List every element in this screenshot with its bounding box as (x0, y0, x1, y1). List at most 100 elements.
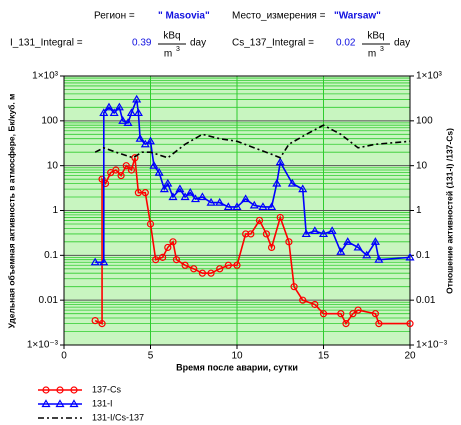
x-tick-label: 0 (61, 351, 67, 362)
plot-frame (63, 75, 411, 346)
marker (175, 184, 185, 193)
y-tick-label: 1×10³ (32, 71, 59, 82)
marker (370, 237, 380, 245)
x-tick-label: 15 (318, 351, 330, 362)
y2-tick-label: 1×10³ (416, 71, 443, 82)
unit-time: day (394, 38, 410, 49)
marker (109, 108, 119, 117)
marker (287, 178, 297, 187)
marker (275, 157, 285, 166)
marker (98, 175, 106, 183)
marker (319, 310, 328, 318)
marker (342, 320, 350, 328)
marker (216, 265, 224, 273)
y-axis-label: Удельная объемная активность в атмосфере… (6, 94, 16, 329)
marker (163, 178, 173, 187)
x-axis-label: Время после аварии, сутки (176, 362, 298, 372)
unit-exp: 3 (380, 46, 384, 53)
marker (198, 269, 206, 277)
region: " Masovia" (158, 11, 210, 22)
marker (406, 320, 414, 328)
marker (327, 226, 337, 235)
marker (154, 167, 164, 176)
marker (337, 310, 345, 318)
y-tick-label: 1×10⁻³ (27, 340, 59, 351)
marker (133, 108, 143, 117)
marker (112, 166, 120, 174)
marker (55, 399, 65, 408)
marker (375, 320, 383, 328)
y2-tick-label: 0.01 (416, 295, 436, 306)
marker (301, 229, 311, 238)
y-tick-label: 0.1 (44, 250, 58, 261)
marker (215, 197, 225, 206)
series-line (95, 99, 411, 264)
y-tick-label: 10 (47, 160, 59, 171)
marker (117, 172, 125, 180)
series-line (94, 157, 410, 326)
marker (249, 200, 259, 209)
marker (336, 247, 346, 255)
marker (233, 261, 241, 269)
marker (343, 237, 353, 245)
marker (262, 230, 271, 238)
marker (285, 238, 293, 246)
legend-label: 131-I (92, 398, 113, 408)
marker (311, 300, 319, 309)
marker (122, 162, 130, 170)
marker (91, 317, 99, 325)
marker (299, 296, 307, 304)
unit-time: day (190, 38, 206, 49)
legend-label: 131-I/Cs-137 (92, 412, 144, 422)
marker (206, 197, 216, 206)
marker (99, 108, 109, 117)
unit-num: kBq (367, 31, 384, 42)
marker (141, 189, 149, 197)
marker (135, 133, 145, 142)
marker (290, 283, 298, 291)
marker (276, 213, 284, 222)
marker (99, 257, 109, 266)
marker (272, 178, 282, 187)
marker (190, 194, 201, 203)
marker (180, 192, 190, 201)
marker (168, 192, 178, 201)
marker (101, 179, 110, 188)
marker (354, 306, 362, 314)
x-tick-label: 10 (231, 351, 243, 362)
marker (42, 386, 50, 394)
x-tick-label: 20 (404, 351, 416, 362)
marker (149, 160, 159, 169)
marker (224, 261, 232, 269)
marker (318, 229, 329, 238)
marker (90, 257, 100, 266)
marker (169, 238, 177, 246)
i131-value: 0.39 (132, 38, 152, 49)
marker (197, 192, 207, 201)
marker (247, 230, 255, 238)
marker (123, 118, 133, 126)
marker (362, 250, 372, 259)
region-label: Регион = (94, 11, 135, 22)
marker (152, 256, 160, 264)
marker (349, 310, 357, 318)
marker (298, 184, 308, 193)
y2-tick-label: 10 (416, 160, 428, 171)
marker (70, 386, 78, 394)
marker (405, 252, 415, 261)
marker (185, 187, 195, 196)
unit-den: m (164, 49, 172, 60)
site: "Warsaw" (334, 11, 381, 22)
marker (353, 242, 363, 251)
marker (255, 216, 264, 225)
i131-label: I_131_Integral = (10, 38, 83, 49)
y2-tick-label: 1×10⁻³ (416, 340, 448, 351)
marker (181, 261, 189, 269)
marker (159, 184, 169, 193)
marker (172, 256, 181, 264)
marker (127, 166, 136, 174)
y2-axis-label: Отношение активностей (131-I) /137-Cs) (444, 128, 454, 294)
marker (114, 102, 124, 111)
